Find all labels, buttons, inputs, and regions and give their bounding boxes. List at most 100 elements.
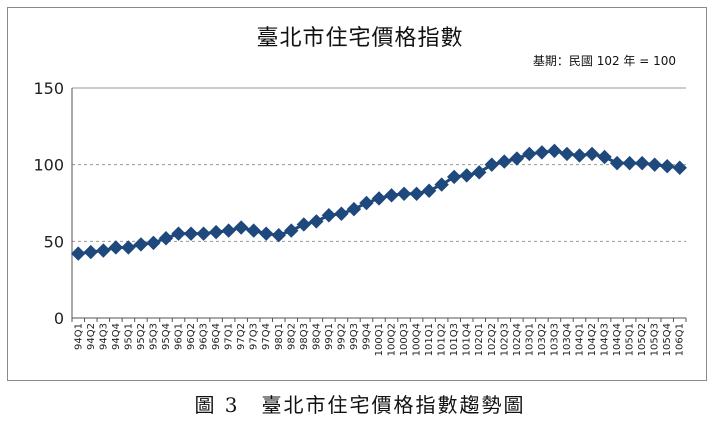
y-tick-label: 50: [44, 232, 64, 251]
x-tick-label: 103Q1: [524, 323, 535, 356]
data-point-marker: [183, 226, 199, 241]
x-tick-label: 102Q1: [474, 323, 485, 356]
data-point-marker: [133, 237, 149, 252]
x-tick-label: 95Q3: [148, 323, 159, 350]
data-point-marker: [96, 243, 111, 258]
data-point-marker: [609, 155, 625, 171]
x-tick-label: 97Q3: [249, 323, 260, 350]
x-tick-label: 100Q4: [412, 323, 423, 356]
x-tick-label: 102Q3: [499, 323, 510, 356]
data-point-marker: [446, 169, 462, 185]
x-tick-label: 100Q2: [387, 323, 398, 356]
data-point-marker: [522, 146, 537, 162]
data-point-marker: [434, 177, 449, 192]
x-tick-label: 104Q4: [612, 323, 623, 356]
data-point-marker: [309, 214, 324, 229]
data-point-marker: [296, 217, 312, 232]
x-tick-label: 104Q3: [600, 323, 611, 356]
x-tick-label: 103Q2: [537, 323, 548, 356]
x-tick-label: 104Q2: [587, 323, 598, 356]
data-point-marker: [233, 220, 249, 235]
data-point-marker: [559, 146, 575, 162]
data-point-marker: [472, 165, 487, 180]
x-tick-label: 99Q2: [336, 323, 347, 350]
data-point-marker: [459, 168, 474, 183]
x-tick-label: 94Q4: [111, 323, 122, 350]
data-point-marker: [146, 235, 161, 251]
x-tick-label: 101Q2: [437, 323, 448, 356]
x-tick-label: 102Q4: [512, 323, 523, 356]
x-tick-label: 94Q2: [86, 323, 97, 350]
data-point-marker: [158, 231, 174, 246]
x-tick-label: 100Q3: [399, 323, 410, 356]
data-point-marker: [171, 226, 186, 241]
data-point-marker: [321, 208, 337, 223]
x-tick-label: 100Q1: [374, 323, 385, 356]
y-tick-label: 100: [33, 156, 64, 175]
figure-caption: 圖 3 臺北市住宅價格指數趨勢圖: [194, 393, 526, 417]
data-point-marker: [246, 223, 261, 238]
x-tick-label: 105Q2: [637, 323, 648, 356]
data-point-marker: [534, 145, 550, 160]
x-tick-label: 101Q4: [462, 323, 473, 356]
figure-frame: [7, 7, 707, 381]
x-tick-label: 96Q1: [174, 323, 185, 350]
x-tick-label: 105Q3: [650, 323, 661, 356]
x-tick-label: 98Q3: [299, 323, 310, 350]
data-point-marker: [634, 155, 650, 171]
x-tick-label: 105Q4: [662, 323, 673, 356]
data-point-marker: [108, 240, 124, 255]
y-tick-label: 150: [33, 79, 64, 98]
data-point-marker: [597, 149, 612, 165]
data-point-marker: [584, 146, 600, 162]
x-tick-label: 98Q2: [286, 323, 297, 350]
data-point-marker: [547, 143, 562, 159]
data-point-marker: [509, 151, 525, 166]
x-tick-label: 99Q1: [324, 323, 335, 350]
data-point-marker: [196, 226, 211, 241]
data-point-marker: [71, 246, 86, 261]
data-point-marker: [371, 191, 387, 206]
x-tick-label: 94Q1: [73, 323, 84, 350]
x-tick-label: 103Q4: [562, 323, 573, 356]
data-point-marker: [497, 154, 512, 169]
x-tick-label: 94Q3: [98, 323, 109, 350]
data-point-marker: [384, 188, 399, 203]
data-point-marker: [396, 186, 412, 202]
data-point-marker: [221, 223, 236, 238]
data-point-marker: [346, 201, 362, 217]
chart-title: 臺北市住宅價格指數: [256, 26, 464, 51]
data-point-marker: [334, 206, 349, 221]
x-tick-label: 95Q2: [136, 323, 147, 350]
x-tick-label: 97Q1: [224, 323, 235, 350]
x-tick-label: 96Q2: [186, 323, 197, 350]
data-point-marker: [672, 160, 687, 175]
x-tick-label: 97Q4: [261, 323, 272, 350]
y-tick-label: 0: [54, 309, 64, 328]
data-point-marker: [484, 157, 499, 172]
base-period-note: 基期：民國 102 年 = 100: [532, 54, 676, 68]
x-tick-label: 101Q3: [449, 323, 460, 356]
data-point-marker: [83, 244, 99, 260]
x-tick-label: 97Q2: [236, 323, 247, 350]
data-point-marker: [259, 226, 274, 241]
x-tick-label: 99Q3: [349, 323, 360, 350]
data-point-marker: [208, 224, 224, 240]
x-tick-label: 106Q1: [675, 323, 686, 356]
x-tick-label: 95Q4: [161, 323, 172, 350]
x-tick-label: 99Q4: [361, 323, 372, 350]
x-tick-label: 105Q1: [625, 323, 636, 356]
data-point-marker: [572, 148, 587, 163]
x-tick-label: 96Q4: [211, 323, 222, 350]
data-point-marker: [284, 223, 299, 238]
x-tick-label: 95Q1: [123, 323, 134, 350]
data-point-marker: [121, 240, 136, 255]
x-tick-label: 103Q3: [549, 323, 560, 356]
x-tick-label: 98Q4: [311, 323, 322, 350]
x-tick-label: 96Q3: [199, 323, 210, 350]
data-point-marker: [647, 157, 662, 172]
data-point-marker: [421, 183, 437, 198]
data-point-marker: [271, 227, 286, 243]
data-point-marker: [409, 186, 424, 202]
